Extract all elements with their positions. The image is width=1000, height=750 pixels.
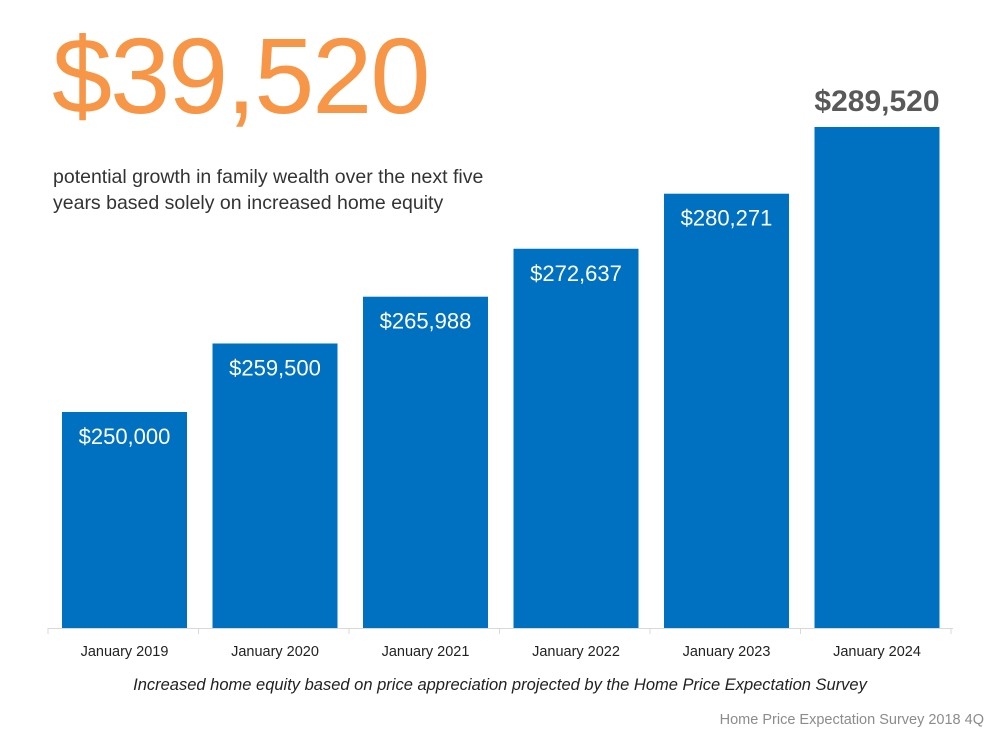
x-tick-label: January 2020 (231, 644, 319, 660)
chart-caption: Increased home equity based on price app… (133, 676, 867, 694)
bar-value-label: $280,271 (681, 206, 773, 231)
headline-description: potential growth in family wealth over t… (53, 166, 484, 214)
x-tick-label: January 2019 (81, 644, 169, 660)
x-tick-label: January 2023 (683, 644, 771, 660)
x-tick-label: January 2024 (833, 644, 921, 660)
x-tick-label: January 2021 (382, 644, 470, 660)
headline-amount: $39,520 (52, 15, 430, 136)
bar-value-label: $265,988 (380, 309, 472, 334)
bar-3 (363, 296, 488, 628)
bar-value-label: $289,520 (814, 85, 939, 118)
bar-1 (62, 412, 187, 628)
bar-2 (212, 343, 338, 628)
source-note: Home Price Expectation Survey 2018 4Q (719, 712, 984, 728)
x-tick-label: January 2022 (532, 644, 620, 660)
bar-value-label: $272,637 (530, 261, 622, 286)
bar-4 (513, 248, 639, 628)
bar-6 (814, 127, 940, 628)
bar-value-label: $259,500 (229, 355, 321, 380)
bar-5 (664, 193, 789, 628)
bar-value-label: $250,000 (79, 424, 171, 449)
